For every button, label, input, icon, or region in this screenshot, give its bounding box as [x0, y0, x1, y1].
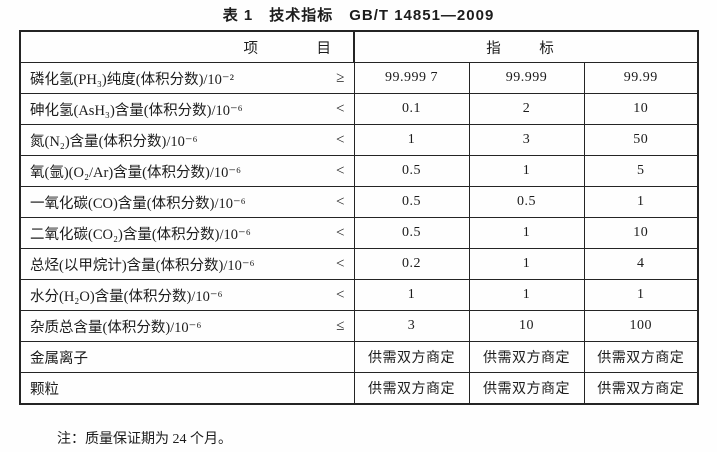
item-cell: 杂质总含量(体积分数)/10⁻⁶ ≤	[19, 310, 355, 342]
item-label: 氧(氩)(O₂/Ar)含量(体积分数)/10⁻⁶	[30, 164, 242, 181]
item-label: 一氧化碳(CO)含量(体积分数)/10⁻⁶	[30, 195, 246, 212]
comparator-symbol: <	[336, 193, 345, 210]
item-cell: 二氧化碳(CO₂)含量(体积分数)/10⁻⁶ <	[19, 217, 355, 249]
item-cell: 一氧化碳(CO)含量(体积分数)/10⁻⁶ <	[19, 186, 355, 218]
item-label: 氮(N₂)含量(体积分数)/10⁻⁶	[30, 133, 198, 150]
comparator-symbol: <	[336, 162, 345, 179]
table-row: 总烃(以甲烷计)含量(体积分数)/10⁻⁶ < 0.2 1 4	[19, 248, 699, 280]
item-cell: 氮(N₂)含量(体积分数)/10⁻⁶ <	[19, 124, 355, 156]
value-cell: 10	[468, 310, 585, 342]
value-cell: 3	[353, 310, 470, 342]
value-cell: 5	[583, 155, 699, 187]
value-cell: 4	[583, 248, 699, 280]
item-label: 二氧化碳(CO₂)含量(体积分数)/10⁻⁶	[30, 226, 251, 243]
value-cell: 1	[583, 279, 699, 311]
item-cell: 氧(氩)(O₂/Ar)含量(体积分数)/10⁻⁶ <	[19, 155, 355, 187]
item-label: 水分(H₂O)含量(体积分数)/10⁻⁶	[30, 288, 223, 305]
table-row: 金属离子 供需双方商定 供需双方商定 供需双方商定	[19, 341, 699, 373]
item-cell: 砷化氢(AsH₃)含量(体积分数)/10⁻⁶ <	[19, 93, 355, 125]
item-label: 砷化氢(AsH₃)含量(体积分数)/10⁻⁶	[30, 102, 243, 119]
item-cell: 总烃(以甲烷计)含量(体积分数)/10⁻⁶ <	[19, 248, 355, 280]
value-cell: 0.5	[353, 155, 470, 187]
comparator-symbol: ≥	[336, 69, 345, 86]
header-item: 项 目	[19, 30, 355, 63]
comparator-symbol: ≤	[336, 317, 345, 334]
table-row: 氧(氩)(O₂/Ar)含量(体积分数)/10⁻⁶ < 0.5 1 5	[19, 155, 699, 187]
value-cell: 1	[468, 217, 585, 249]
value-cell: 3	[468, 124, 585, 156]
value-cell: 供需双方商定	[353, 372, 470, 405]
value-cell: 10	[583, 93, 699, 125]
value-cell: 供需双方商定	[583, 341, 699, 373]
table-row: 二氧化碳(CO₂)含量(体积分数)/10⁻⁶ < 0.5 1 10	[19, 217, 699, 249]
item-label: 杂质总含量(体积分数)/10⁻⁶	[30, 319, 202, 336]
comparator-symbol: <	[336, 255, 345, 272]
table-title: 表 1 技术指标 GB/T 14851—2009	[222, 7, 495, 24]
item-cell: 水分(H₂O)含量(体积分数)/10⁻⁶ <	[19, 279, 355, 311]
value-cell: 99.999	[468, 62, 585, 94]
value-cell: 1	[353, 279, 470, 311]
comparator-symbol: <	[336, 131, 345, 148]
table-row: 氮(N₂)含量(体积分数)/10⁻⁶ < 1 3 50	[19, 124, 699, 156]
value-cell: 99.999 7	[353, 62, 470, 94]
value-cell: 1	[583, 186, 699, 218]
item-cell: 颗粒	[19, 372, 355, 405]
value-cell: 0.5	[468, 186, 585, 218]
value-cell: 供需双方商定	[583, 372, 699, 405]
spec-table: 项 目 指 标 磷化氢(PH₃)纯度(体积分数)/10⁻² ≥ 99.999 7 …	[19, 30, 700, 405]
item-label: 磷化氢(PH₃)纯度(体积分数)/10⁻²	[30, 71, 234, 88]
value-cell: 10	[583, 217, 699, 249]
value-cell: 2	[468, 93, 585, 125]
value-cell: 50	[583, 124, 699, 156]
value-cell: 1	[468, 279, 585, 311]
header-row: 项 目 指 标	[19, 30, 699, 63]
header-spec: 指 标	[353, 30, 699, 63]
value-cell: 1	[353, 124, 470, 156]
item-label: 金属离子	[30, 350, 88, 367]
table-row: 颗粒 供需双方商定 供需双方商定 供需双方商定	[19, 372, 699, 405]
item-cell: 金属离子	[19, 341, 355, 373]
table-row: 水分(H₂O)含量(体积分数)/10⁻⁶ < 1 1 1	[19, 279, 699, 311]
table-row: 砷化氢(AsH₃)含量(体积分数)/10⁻⁶ < 0.1 2 10	[19, 93, 699, 125]
value-cell: 99.99	[583, 62, 699, 94]
value-cell: 1	[468, 248, 585, 280]
value-cell: 0.1	[353, 93, 470, 125]
table-row: 一氧化碳(CO)含量(体积分数)/10⁻⁶ < 0.5 0.5 1	[19, 186, 699, 218]
comparator-symbol: <	[336, 286, 345, 303]
value-cell: 供需双方商定	[353, 341, 470, 373]
value-cell: 1	[468, 155, 585, 187]
item-label: 颗粒	[30, 381, 59, 398]
value-cell: 0.2	[353, 248, 470, 280]
table-row: 杂质总含量(体积分数)/10⁻⁶ ≤ 3 10 100	[19, 310, 699, 342]
comparator-symbol: <	[336, 224, 345, 241]
value-cell: 0.5	[353, 186, 470, 218]
comparator-symbol: <	[336, 100, 345, 117]
value-cell: 供需双方商定	[468, 372, 585, 405]
item-cell: 磷化氢(PH₃)纯度(体积分数)/10⁻² ≥	[19, 62, 355, 94]
footnote: 注：质量保证期为 24 个月。	[57, 432, 232, 447]
item-label: 总烃(以甲烷计)含量(体积分数)/10⁻⁶	[30, 257, 255, 274]
value-cell: 100	[583, 310, 699, 342]
table-row: 磷化氢(PH₃)纯度(体积分数)/10⁻² ≥ 99.999 7 99.999 9…	[19, 62, 699, 94]
value-cell: 供需双方商定	[468, 341, 585, 373]
value-cell: 0.5	[353, 217, 470, 249]
